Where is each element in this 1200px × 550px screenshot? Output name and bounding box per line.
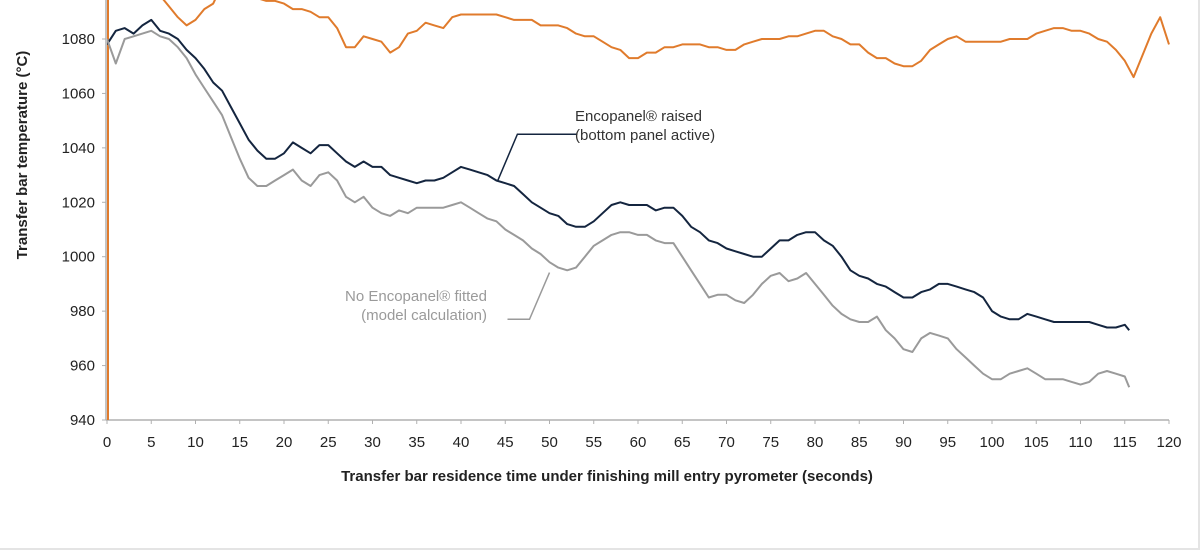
x-tick-label: 85 xyxy=(851,434,868,451)
series-top xyxy=(162,0,1170,79)
series-layer xyxy=(107,0,1170,420)
x-tick-label: 120 xyxy=(1156,434,1181,451)
x-tick-label: 15 xyxy=(231,434,248,451)
x-tick-label: 45 xyxy=(497,434,514,451)
x-tick-label: 55 xyxy=(585,434,602,451)
x-tick-label: 105 xyxy=(1024,434,1049,451)
x-tick-label: 110 xyxy=(1069,434,1093,451)
leader-line-unfitted xyxy=(507,272,551,321)
bottom-border xyxy=(0,548,1200,550)
y-tick-label: 1000 xyxy=(62,249,95,266)
x-tick-label: 20 xyxy=(276,434,293,451)
annotation-raised-title: Encopanel® raised xyxy=(575,108,702,125)
x-tick-label: 70 xyxy=(718,434,735,451)
x-axis-title: Transfer bar residence time under finish… xyxy=(341,468,873,485)
y-tick-label: 960 xyxy=(70,358,95,375)
x-tick-label: 75 xyxy=(762,434,779,451)
x-tick-label: 115 xyxy=(1113,434,1137,451)
annotations: Encopanel® raised (bottom panel active) No… xyxy=(345,108,715,324)
y-tick-label: 980 xyxy=(70,303,95,320)
x-tick-label: 60 xyxy=(630,434,647,451)
y-tick-label: 1020 xyxy=(62,194,95,211)
x-tick-label: 5 xyxy=(147,434,155,451)
tick-labels: 0 5 10 15 20 25 30 35 40 45 50 55 60 65 70 75 80 85 90 95 10… xyxy=(62,31,1182,451)
leader-line-raised xyxy=(496,133,578,182)
x-tick-label: 90 xyxy=(895,434,912,451)
x-tick-label: 10 xyxy=(187,434,204,451)
annotation-raised-subtitle: (bottom panel active) xyxy=(575,127,715,144)
x-tick-label: 25 xyxy=(320,434,337,451)
x-tick-label: 0 xyxy=(103,434,111,451)
x-tick-label: 100 xyxy=(979,434,1004,451)
annotation-unfitted-title: No Encopanel® fitted xyxy=(345,288,487,305)
axes xyxy=(105,0,1169,421)
x-tick-label: 50 xyxy=(541,434,558,451)
x-tick-label: 95 xyxy=(939,434,956,451)
series-encopanel-raised xyxy=(107,18,1130,331)
y-axis-title: Transfer bar temperature (°C) xyxy=(14,51,31,260)
y-tick-label: 940 xyxy=(70,412,95,429)
y-tick-label: 1080 xyxy=(62,31,95,48)
x-tick-label: 80 xyxy=(807,434,824,451)
series-no-encopanel xyxy=(107,29,1131,388)
x-tick-label: 30 xyxy=(364,434,381,451)
x-tick-label: 65 xyxy=(674,434,691,451)
right-border xyxy=(1198,0,1200,550)
y-tick-label: 1040 xyxy=(62,140,95,157)
y-tick-label: 1060 xyxy=(62,85,95,102)
annotation-unfitted-subtitle: (model calculation) xyxy=(361,307,487,324)
x-tick-label: 40 xyxy=(453,434,470,451)
x-tick-label: 35 xyxy=(408,434,425,451)
